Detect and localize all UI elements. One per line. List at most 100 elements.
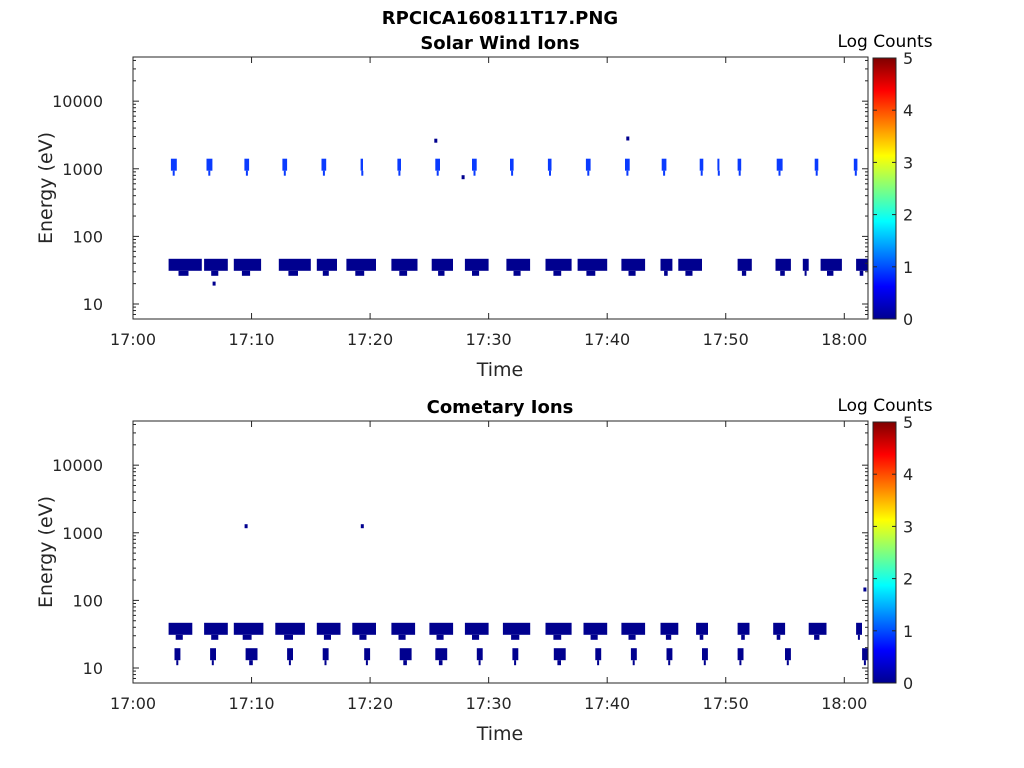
data-cell xyxy=(242,271,250,276)
data-cell xyxy=(210,648,216,660)
data-cell xyxy=(595,648,601,660)
data-point xyxy=(462,175,465,179)
data-cell xyxy=(403,660,407,665)
x-axis-label: Time xyxy=(476,723,524,745)
data-cell xyxy=(204,259,228,271)
data-cell xyxy=(856,259,868,271)
y-tick-label: 1000 xyxy=(62,524,103,543)
data-cell xyxy=(465,259,489,271)
colorbar-gradient xyxy=(873,58,896,319)
data-cell xyxy=(739,171,741,176)
data-cell xyxy=(439,660,443,665)
x-tick-label: 17:00 xyxy=(110,694,156,713)
x-tick-label: 18:00 xyxy=(821,330,867,349)
data-point xyxy=(245,524,248,528)
data-cell xyxy=(279,259,311,271)
data-cell xyxy=(275,623,305,635)
data-cell xyxy=(827,271,833,276)
y-ticks: 10 100 1000 10000 xyxy=(52,424,868,683)
panel-solar-wind: Solar Wind Ions 17:00 17:10 17:20 17:30 17:4… xyxy=(35,32,933,381)
data-cell xyxy=(323,271,329,276)
data-cell xyxy=(472,271,479,276)
data-point xyxy=(626,137,629,141)
x-tick-label: 17:20 xyxy=(347,694,393,713)
figure: RPCICA160811T17.PNG Solar Wind Ions 17:0… xyxy=(0,0,1024,768)
figure-title: RPCICA160811T17.PNG xyxy=(382,8,618,29)
data-cell xyxy=(661,259,673,271)
y-tick-label: 10 xyxy=(83,659,103,678)
colorbar-tick-label: 3 xyxy=(903,153,913,172)
data-cell xyxy=(553,271,561,276)
x-tick-label: 17:40 xyxy=(584,330,630,349)
data-cell xyxy=(510,159,514,171)
panel-cometary: Cometary Ions 17:00 17:10 17:20 17:30 17:40 1… xyxy=(35,396,933,745)
colorbar-label: Log Counts xyxy=(837,32,932,52)
data-cell xyxy=(664,271,668,276)
data-cell xyxy=(472,635,479,640)
data-cell xyxy=(323,648,329,660)
data-cell xyxy=(856,623,862,635)
data-cell xyxy=(323,171,325,176)
data-cell xyxy=(288,271,298,276)
data-cell xyxy=(438,271,444,276)
colorbar-tick-label: 2 xyxy=(903,206,913,225)
data-cell xyxy=(207,159,213,171)
data-cell xyxy=(803,259,809,271)
x-tick-label: 17:50 xyxy=(703,694,749,713)
data-cell xyxy=(717,159,719,171)
data-cell xyxy=(631,648,637,660)
data-cell xyxy=(667,648,673,660)
data-cell xyxy=(169,623,193,635)
data-cell xyxy=(474,171,476,176)
x-tick-label: 17:10 xyxy=(228,694,274,713)
data-cell xyxy=(586,271,595,276)
x-tick-label: 18:00 xyxy=(821,694,867,713)
data-cell xyxy=(597,660,599,665)
data-cells xyxy=(169,137,868,286)
data-cell xyxy=(816,171,818,176)
x-tick-label: 17:40 xyxy=(584,694,630,713)
data-cell xyxy=(663,171,665,176)
data-cell xyxy=(179,271,189,276)
data-cell xyxy=(738,259,752,271)
data-cell xyxy=(429,623,453,635)
data-cell xyxy=(511,171,513,176)
colorbar-tick-label: 5 xyxy=(903,413,913,432)
data-point xyxy=(434,139,437,143)
colorbar-gradient xyxy=(873,422,896,683)
data-cell xyxy=(718,171,720,176)
data-cell xyxy=(738,623,750,635)
data-cell xyxy=(742,271,746,276)
data-cell xyxy=(246,648,258,660)
colorbar: Log Counts 012345 xyxy=(837,396,932,693)
data-cell xyxy=(346,259,376,271)
x-ticks: 17:00 17:10 17:20 17:30 17:40 17:50 18:00 xyxy=(110,57,867,349)
data-cell xyxy=(361,159,363,171)
data-cell xyxy=(549,171,551,176)
data-cell xyxy=(208,171,210,176)
data-cell xyxy=(282,159,287,171)
data-cell xyxy=(437,171,439,176)
data-cell xyxy=(776,259,791,271)
y-tick-label: 100 xyxy=(72,227,103,246)
data-cell xyxy=(472,159,477,171)
data-cell xyxy=(391,623,415,635)
y-axis-label: Energy (eV) xyxy=(35,132,57,244)
colorbar-tick-label: 3 xyxy=(903,517,913,536)
data-cell xyxy=(284,635,293,640)
data-cell xyxy=(738,648,744,660)
x-tick-label: 17:20 xyxy=(347,330,393,349)
data-cell xyxy=(862,648,868,660)
data-cell xyxy=(741,635,745,640)
panel-title: Cometary Ions xyxy=(427,397,574,418)
colorbar-tick-label: 0 xyxy=(903,674,913,693)
data-cell xyxy=(175,648,181,660)
y-tick-label: 1000 xyxy=(62,160,103,179)
data-cell xyxy=(662,159,667,171)
data-cell xyxy=(514,271,521,276)
data-cell xyxy=(854,159,858,171)
axes-frame xyxy=(133,57,868,319)
data-cell xyxy=(506,259,530,271)
data-cell xyxy=(700,159,704,171)
data-cell xyxy=(324,635,331,640)
